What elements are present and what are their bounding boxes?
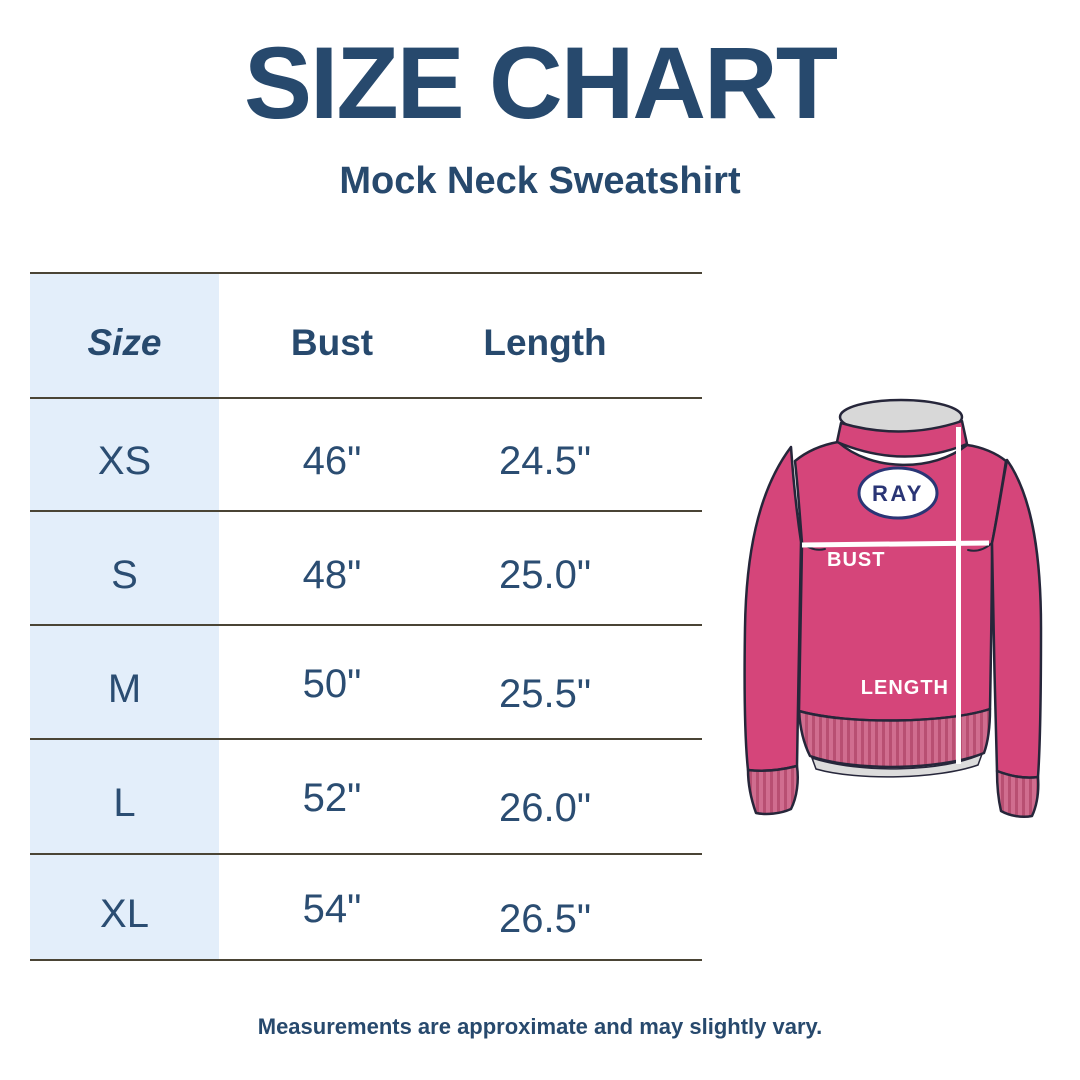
table-row: XL 54" 26.5" xyxy=(30,853,702,959)
header-bust: Bust xyxy=(290,321,374,363)
row-spacer xyxy=(645,855,702,959)
collar-band xyxy=(835,419,969,458)
bust-value: 54" xyxy=(302,886,362,931)
right-armpit-fold xyxy=(967,542,993,552)
row-spacer xyxy=(645,626,702,738)
row-spacer xyxy=(645,512,702,624)
table-row: S 48" 25.0" xyxy=(30,510,702,624)
bust-value: 52" xyxy=(302,776,362,820)
header-spacer xyxy=(645,274,702,397)
hem-ribbing xyxy=(797,707,992,769)
header-length: Length xyxy=(483,321,607,363)
left-sleeve xyxy=(743,445,803,773)
table-row: M 50" 25.5" xyxy=(30,624,702,738)
length-value: 26.5" xyxy=(498,896,592,941)
row-spacer xyxy=(645,740,702,853)
bust-value: 50" xyxy=(302,661,362,706)
table-row: XS 46" 24.5" xyxy=(30,397,702,510)
right-sleeve xyxy=(990,458,1043,779)
length-value: 24.5" xyxy=(498,439,592,483)
size-value: XL xyxy=(30,855,219,959)
length-label: LENGTH xyxy=(861,677,949,699)
length-value: 25.5" xyxy=(498,671,592,716)
length-value: 25.0" xyxy=(498,552,592,597)
measurement-disclaimer: Measurements are approximate and may sli… xyxy=(257,1014,823,1039)
right-cuff xyxy=(995,769,1040,819)
size-value: L xyxy=(30,740,219,853)
size-value: S xyxy=(30,512,219,624)
row-spacer xyxy=(645,399,702,510)
size-value: XS xyxy=(30,399,219,510)
length-value: 26.0" xyxy=(498,786,592,830)
product-subtitle: Mock Neck Sweatshirt xyxy=(339,160,741,202)
page-title: SIZE CHART xyxy=(244,26,838,140)
header-size: Size xyxy=(30,274,219,397)
left-cuff xyxy=(746,764,799,816)
table-row: L 52" 26.0" xyxy=(30,738,702,853)
logo-oval xyxy=(857,466,939,520)
table-header-row: Size Bust Length xyxy=(30,272,702,397)
bust-value: 48" xyxy=(302,552,362,597)
size-value: M xyxy=(30,626,219,738)
bust-label: BUST xyxy=(827,549,885,571)
bust-value: 46" xyxy=(302,439,362,483)
hem-underlayer xyxy=(810,752,984,778)
sweatshirt-illustration: BUST LENGTH RAY xyxy=(743,398,1043,819)
logo-text: RAY xyxy=(872,481,924,506)
size-chart-table: Size Bust Length XS 46" 24.5" S 48" 25.0… xyxy=(30,272,702,961)
